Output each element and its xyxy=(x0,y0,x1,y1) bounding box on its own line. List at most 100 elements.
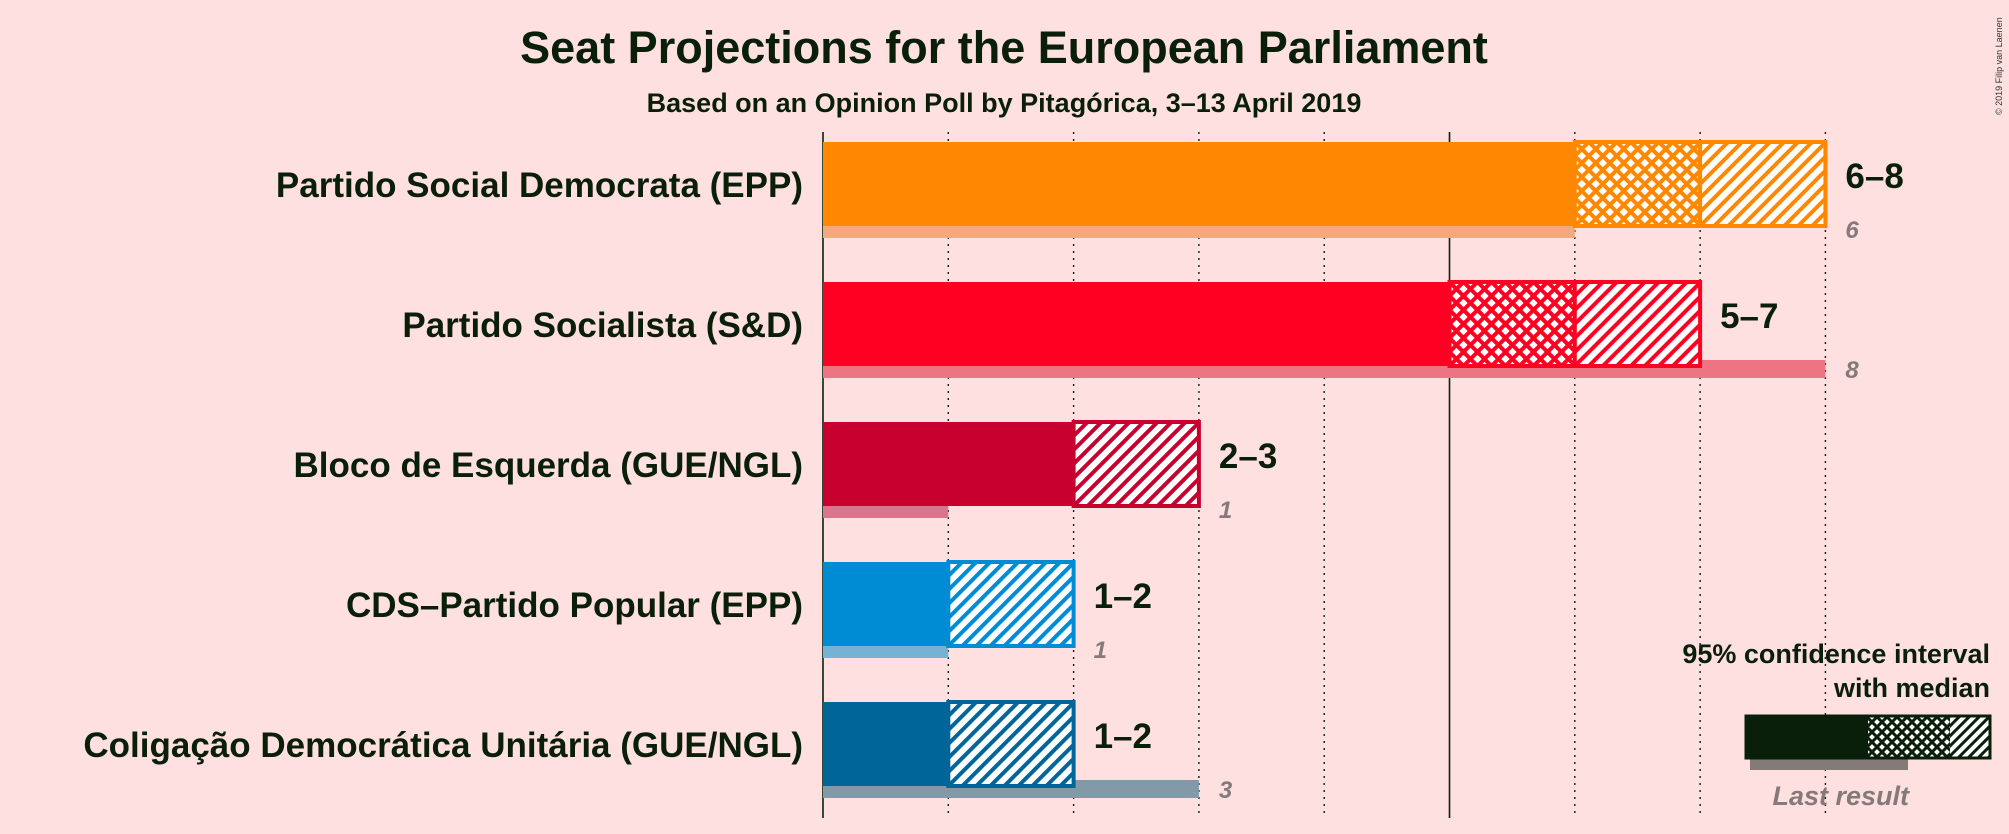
range-label: 5–7 xyxy=(1720,297,1778,336)
hatch-line xyxy=(948,702,1034,786)
hatch-line xyxy=(948,702,992,747)
hatch-line xyxy=(1044,755,1074,786)
legend-line-2: with median xyxy=(1833,673,1990,703)
legend-hatch-line xyxy=(1950,716,1982,749)
hatch-line xyxy=(1574,282,1633,341)
crosshatch-line xyxy=(1518,282,1575,341)
last-result-label: 1 xyxy=(1219,497,1232,524)
hatch-line xyxy=(1700,142,1758,201)
legend-crosshatch-line xyxy=(1914,716,1950,753)
hatch-line xyxy=(1740,142,1826,226)
chart-title: Seat Projections for the European Parlia… xyxy=(520,22,1488,73)
legend-crosshatch-line xyxy=(1934,716,1950,733)
crosshatch-line xyxy=(1657,142,1701,187)
hatch-bg xyxy=(948,702,1074,786)
crosshatch-line xyxy=(1671,195,1701,226)
legend-hatch-line xyxy=(1950,716,1962,729)
crosshatch-line xyxy=(1629,142,1701,215)
hatch-line xyxy=(1601,282,1689,366)
legend: 95% confidence interval with median Last r… xyxy=(1682,639,1992,811)
hatch-line xyxy=(1030,601,1074,646)
legend-crosshatch-line xyxy=(1934,741,1950,758)
hatch-line xyxy=(1002,713,1074,786)
crosshatch-line xyxy=(1532,321,1575,366)
hatch-line xyxy=(1086,422,1174,506)
party-label: Partido Socialista (S&D) xyxy=(402,306,803,345)
hatch-line xyxy=(1657,321,1701,366)
crosshatch-segment xyxy=(1447,280,1577,368)
hatch-line xyxy=(1796,195,1826,226)
party-label: CDS–Partido Popular (EPP) xyxy=(346,586,803,625)
legend-crosshatch-line xyxy=(1924,716,1950,743)
hatch-line xyxy=(1073,422,1160,506)
bars-layer xyxy=(823,140,1980,798)
hatch-bg xyxy=(1073,422,1199,506)
hatch-line xyxy=(948,562,978,593)
hatch-outline xyxy=(946,560,1076,648)
hatch-line xyxy=(1016,587,1074,646)
range-label: 2–3 xyxy=(1219,437,1277,476)
hatch-line xyxy=(1144,562,1228,646)
crosshatch-line xyxy=(1504,282,1575,355)
seat-bar-solid xyxy=(823,142,1575,226)
hatch-line xyxy=(1700,142,1730,173)
crosshatch-line xyxy=(1657,181,1701,226)
hatch-line xyxy=(1170,475,1199,506)
last-result-label: 6 xyxy=(1845,217,1859,244)
hatch-segment xyxy=(1698,140,1980,228)
hatch-line xyxy=(1700,142,1772,215)
hatch-line xyxy=(1114,422,1199,506)
hatch-line xyxy=(1073,422,1146,495)
hatch-line xyxy=(1144,702,1228,786)
hatch-line xyxy=(1073,422,1118,467)
hatch-bg xyxy=(1574,282,1701,366)
hatch-line xyxy=(1574,282,1619,327)
hatch-line xyxy=(1156,461,1199,506)
hatch-line xyxy=(1754,153,1826,226)
hatch-line xyxy=(1142,447,1199,506)
legend-hatch-line xyxy=(1950,716,1972,739)
hatch-outline xyxy=(1698,140,1828,228)
hatch-outline xyxy=(1071,420,1201,508)
chart-subtitle: Based on an Opinion Poll by Pitagórica, … xyxy=(647,88,1362,118)
hatch-line xyxy=(1782,181,1826,226)
crosshatch-bg xyxy=(1574,142,1701,226)
party-label: Coligação Democrática Unitária (GUE/NGL) xyxy=(83,726,803,765)
hatch-line xyxy=(948,562,1006,621)
hatch-line xyxy=(1073,422,1132,481)
hatch-outline xyxy=(1572,280,1703,368)
hatch-line xyxy=(1896,142,1980,226)
crosshatch-segment xyxy=(1572,140,1703,228)
copyright-note: © 2019 Filip van Laenen xyxy=(1994,17,2004,115)
hatch-line xyxy=(1726,142,1814,226)
crosshatch-line xyxy=(1643,142,1701,201)
hatch-segment xyxy=(946,560,1228,648)
labels-layer: Partido Social Democrata (EPP) 6–8 6 Partid… xyxy=(83,157,1903,804)
hatch-outline xyxy=(946,700,1076,788)
hatch-line xyxy=(1574,282,1661,366)
legend-hatch-line xyxy=(1956,723,1990,758)
hatch-line xyxy=(948,562,1034,646)
hatch-line xyxy=(1700,142,1786,226)
hatch-line xyxy=(1671,335,1701,366)
legend-outline xyxy=(1744,714,1992,760)
crosshatch-line xyxy=(1546,335,1575,366)
legend-solid-swatch xyxy=(1746,716,1868,758)
hatch-line xyxy=(960,562,1048,646)
hatch-line xyxy=(1030,741,1074,786)
legend-hatch-line xyxy=(1976,743,1990,758)
legend-hatch-line xyxy=(1950,716,1990,758)
hatch-line xyxy=(948,702,1006,761)
seat-bar-solid xyxy=(823,562,949,646)
party-label: Partido Social Democrata (EPP) xyxy=(276,166,803,205)
crosshatch-line xyxy=(1532,282,1575,327)
hatch-line xyxy=(1615,282,1701,366)
hatch-line xyxy=(1768,167,1826,226)
legend-hatch-swatch xyxy=(1950,716,1990,758)
legend-line-1: 95% confidence interval xyxy=(1682,639,1990,669)
seat-bar-solid xyxy=(823,282,1450,366)
hatch-bg xyxy=(948,562,1074,646)
last-result-label: 1 xyxy=(1094,637,1107,664)
hatch-line xyxy=(1700,142,1744,187)
